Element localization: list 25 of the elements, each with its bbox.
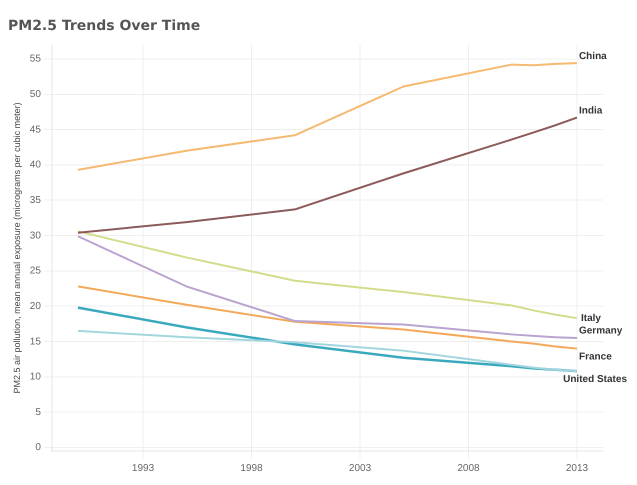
y-tick-label: 35 xyxy=(30,194,42,206)
y-tick-label: 25 xyxy=(30,266,42,277)
x-tick-label: 2008 xyxy=(457,462,480,474)
y-tick-label: 30 xyxy=(30,230,42,242)
x-tick-label: 1993 xyxy=(132,462,155,474)
y-tick-label: 10 xyxy=(30,372,42,383)
x-tick-label: 2013 xyxy=(566,462,589,474)
x-tick-label: 1998 xyxy=(240,462,264,474)
y-axis-title: PM2.5 air pollution, mean annual exposure (micrograms per cubic meter) xyxy=(12,102,22,394)
series-label: China xyxy=(578,50,608,62)
y-tick-label: 45 xyxy=(30,124,42,136)
series-label: France xyxy=(578,351,612,362)
series-label: India xyxy=(578,105,603,116)
y-tick-label: 50 xyxy=(30,89,42,100)
y-tick-label: 40 xyxy=(30,160,42,171)
series-label: Germany xyxy=(578,326,623,337)
y-tick-label: 20 xyxy=(30,300,42,312)
y-tick-label: 5 xyxy=(35,406,42,418)
y-tick-label: 15 xyxy=(30,336,42,348)
x-tick-label: 2003 xyxy=(348,462,372,474)
y-tick-label: 0 xyxy=(35,442,42,454)
y-tick-label: 55 xyxy=(30,54,42,65)
chart-title: PM2.5 Trends Over Time xyxy=(8,18,200,34)
series-label: United States xyxy=(563,374,628,385)
series-label: Italy xyxy=(580,312,602,324)
